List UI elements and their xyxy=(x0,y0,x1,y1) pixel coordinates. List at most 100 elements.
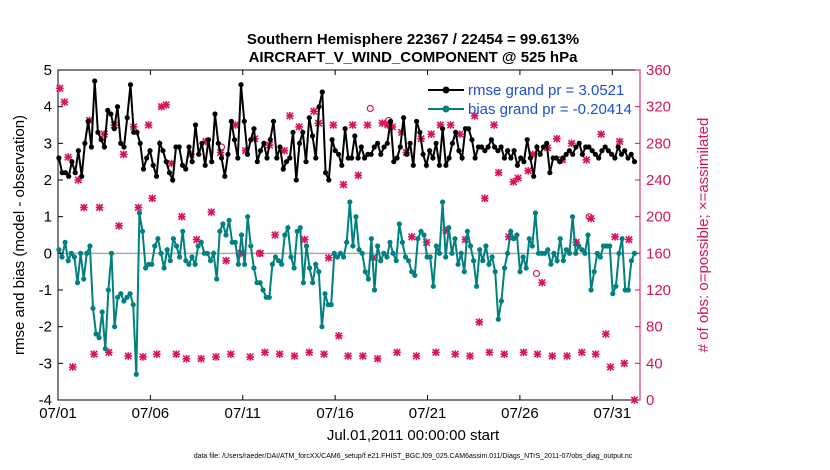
chart-title-line2: AIRCRAFT_V_WIND_COMPONENT @ 525 hPa xyxy=(249,49,579,66)
rmse-point xyxy=(514,162,521,168)
bias-point xyxy=(461,269,467,275)
rmse-point xyxy=(202,162,208,168)
rmse-point xyxy=(199,140,205,146)
bias-point xyxy=(501,265,508,271)
rmse-point xyxy=(430,155,436,161)
obs-assimilated-marker xyxy=(446,121,455,129)
obs-assimilated-marker xyxy=(124,352,133,360)
obs-assimilated-marker xyxy=(373,354,382,363)
obs-assimilated-marker xyxy=(475,318,484,326)
bias-point xyxy=(341,254,347,260)
bias-point xyxy=(344,239,350,245)
bias-point xyxy=(226,217,232,223)
obs-assimilated-marker xyxy=(310,107,318,116)
rmse-point xyxy=(75,148,81,154)
bias-point xyxy=(155,236,161,242)
rmse-point xyxy=(375,140,381,146)
rmse-point xyxy=(371,144,377,150)
obs-assimilated-marker xyxy=(115,222,123,230)
obs-assimilated-marker xyxy=(427,130,436,138)
obs-assimilated-marker xyxy=(578,348,586,357)
rmse-point xyxy=(186,144,192,150)
bias-point xyxy=(616,250,622,256)
obs-assimilated-marker xyxy=(408,233,416,241)
obs-assimilated-marker xyxy=(60,98,69,106)
rmse-point xyxy=(381,144,387,150)
bias-point xyxy=(362,269,368,275)
y-left-tick-label: -4 xyxy=(39,392,52,409)
bias-point xyxy=(396,221,402,227)
bias-point xyxy=(112,324,118,330)
bias-point xyxy=(74,280,81,286)
rmse-point xyxy=(85,118,91,124)
bias-point xyxy=(591,269,597,275)
x-tick-label: 07/16 xyxy=(316,405,354,422)
rmse-point xyxy=(56,155,62,161)
rmse-point xyxy=(212,111,218,117)
rmse-point xyxy=(485,144,491,150)
rmse-point xyxy=(495,148,501,154)
rmse-point xyxy=(293,177,299,183)
obs-assimilated-marker xyxy=(148,194,157,203)
rmse-point xyxy=(98,137,104,143)
y-right-tick-label: 320 xyxy=(646,99,671,116)
obs-assimilated-marker xyxy=(286,112,294,120)
rmse-point xyxy=(336,151,342,157)
bias-point xyxy=(207,258,214,264)
rmse-point xyxy=(553,155,560,161)
rmse-point xyxy=(111,126,117,132)
obs-assimilated-marker xyxy=(519,348,528,357)
rmse-point xyxy=(160,148,166,154)
bias-point xyxy=(378,258,384,264)
bias-point xyxy=(557,236,563,242)
x-tick-label: 07/11 xyxy=(225,405,261,422)
bias-point xyxy=(251,265,257,271)
bias-point xyxy=(566,250,573,256)
obs-assimilated-marker xyxy=(335,332,343,340)
bias-point xyxy=(303,243,310,249)
bias-point xyxy=(495,316,501,322)
obs-assimilated-marker xyxy=(320,350,328,358)
bias-point xyxy=(356,247,362,253)
bias-point xyxy=(570,214,576,220)
bias-point xyxy=(204,250,210,256)
bias-point xyxy=(436,250,443,256)
rmse-point xyxy=(586,144,592,150)
obs-assimilated-marker xyxy=(359,352,367,360)
obs-assimilated-marker xyxy=(494,168,503,177)
rmse-point xyxy=(547,170,553,176)
rmse-point xyxy=(114,104,121,110)
y-right-tick-label: 120 xyxy=(646,282,671,299)
bias-point xyxy=(471,258,477,264)
bias-point xyxy=(59,254,65,260)
bias-point xyxy=(526,236,532,242)
bias-point xyxy=(149,261,155,267)
bias-point xyxy=(375,243,381,249)
bias-point xyxy=(480,258,486,264)
bias-point xyxy=(291,265,297,271)
x-tick-label: 07/21 xyxy=(409,405,447,422)
bias-point xyxy=(183,258,189,264)
obs-assimilated-marker xyxy=(275,350,284,358)
rmse-point xyxy=(505,148,511,154)
rmse-point xyxy=(79,173,85,179)
rmse-point xyxy=(440,126,446,132)
rmse-point xyxy=(449,140,455,146)
bias-point xyxy=(384,254,390,260)
obs-assimilated-marker xyxy=(354,171,363,180)
rmse-point xyxy=(420,151,426,157)
bias-point xyxy=(87,243,93,249)
rmse-point xyxy=(407,140,413,146)
bias-point xyxy=(279,261,285,267)
bias-point xyxy=(610,291,616,297)
obs-assimilated-marker xyxy=(620,359,629,368)
obs-assimilated-marker xyxy=(514,174,522,182)
rmse-point xyxy=(612,155,618,161)
obs-assimilated-marker xyxy=(630,396,639,404)
y-right-tick-label: 200 xyxy=(646,209,671,226)
bias-point xyxy=(133,371,139,377)
bias-point xyxy=(108,250,115,256)
rmse-point xyxy=(251,126,257,132)
bias-point xyxy=(276,258,282,264)
rmse-point xyxy=(309,133,316,139)
